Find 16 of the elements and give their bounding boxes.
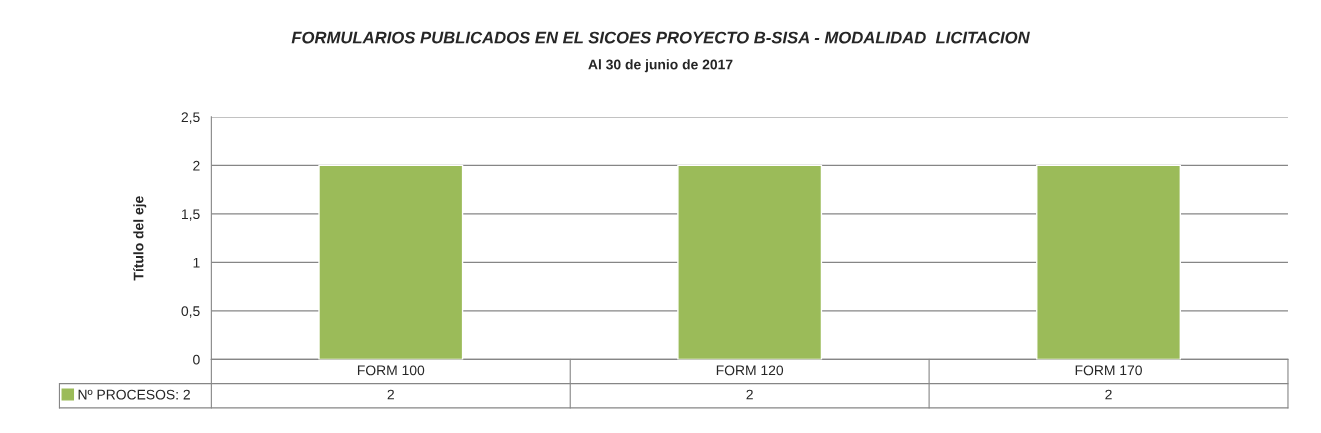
chart-title: FORMULARIOS PUBLICADOS EN EL SICOES PROYECTO B-SISA - MODALIDAD LICITACION [291, 31, 1030, 44]
y-tick-label: 0 [193, 354, 200, 365]
y-axis-title: Título del eje [133, 196, 147, 281]
x-tick-label: FORM 120 [716, 365, 784, 376]
y-tick-label: 2,5 [181, 112, 200, 124]
y-tick-label: 2 [193, 160, 200, 171]
chart-subtitle: Al 30 de junio de 2017 [588, 59, 733, 73]
data-label: 2 [387, 389, 394, 400]
y-tick-label: 1 [193, 257, 200, 268]
x-tick-label: FORM 100 [357, 365, 425, 376]
data-label: 2 [746, 389, 753, 400]
x-tick-label: FORM 170 [1075, 365, 1142, 376]
legend-label: Nº PROCESOS: 2 [78, 389, 190, 400]
y-tick-label: 0,5 [181, 306, 200, 318]
y-tick-label: 1,5 [182, 209, 200, 221]
data-label: 2 [1105, 389, 1112, 400]
